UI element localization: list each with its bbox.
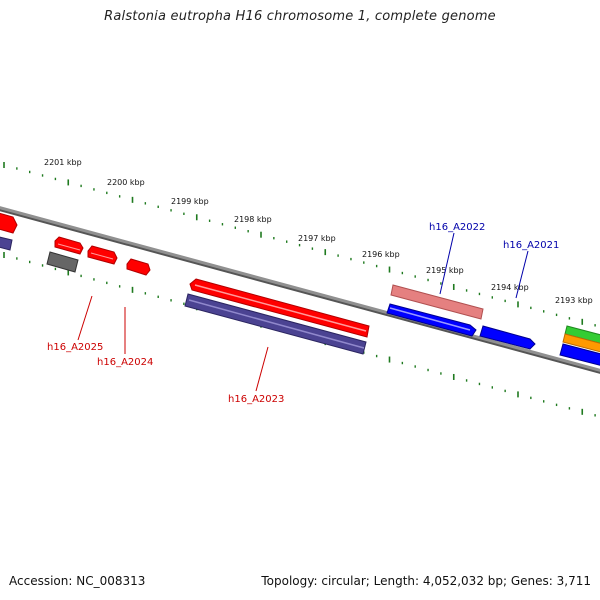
scale-labels: 2201 kbp 2200 kbp 2199 kbp 2198 kbp 2197 kbp…: [44, 158, 593, 305]
backbone: [0, 206, 600, 372]
gene-label-h16-a2021[interactable]: h16_A2021: [503, 240, 559, 251]
scale-label: 2196 kbp: [362, 250, 400, 259]
outer-tick-ring: [3, 162, 596, 327]
scale-label: 2193 kbp: [555, 296, 593, 305]
gene-label-h16-a2025[interactable]: h16_A2025: [47, 342, 103, 353]
topology-summary: Topology: circular; Length: 4,052,032 bp…: [261, 574, 591, 588]
feature-rna-green[interactable]: [564, 325, 600, 344]
scale-label: 2200 kbp: [107, 178, 145, 187]
leader-h16-a2021: [515, 250, 529, 299]
features: [0, 212, 600, 366]
gene-label-h16-a2022[interactable]: h16_A2022: [429, 222, 485, 233]
scale-label: 2198 kbp: [234, 215, 272, 224]
scale-label: 2201 kbp: [44, 158, 82, 167]
scale-label: 2194 kbp: [491, 283, 529, 292]
leader-h16-a2025: [77, 295, 93, 341]
leader-h16-a2022: [439, 232, 455, 295]
gene-label-h16-a2024[interactable]: h16_A2024: [97, 357, 153, 368]
backbone-shadow: [0, 208, 600, 374]
feature-h16-a2024-forward[interactable]: [87, 245, 118, 265]
feature-h16-a2021-reverse[interactable]: [479, 325, 536, 350]
map-title: Ralstonia eutropha H16 chromosome 1, com…: [104, 9, 496, 24]
accession-text: Accession: NC_008313: [9, 574, 146, 588]
highlight: [389, 307, 471, 331]
feature-reverse-left-edge[interactable]: [0, 236, 13, 251]
label-leaders: [77, 232, 529, 392]
highlight: [188, 299, 365, 349]
feature-forward-small[interactable]: [126, 258, 151, 276]
feature-forward-left-edge[interactable]: [0, 212, 18, 234]
gene-label-h16-a2023[interactable]: h16_A2023: [228, 394, 284, 405]
feature-rna-orange[interactable]: [562, 333, 600, 353]
scale-label: 2195 kbp: [426, 266, 464, 275]
feature-h16-a2022-forward[interactable]: [390, 284, 484, 320]
scale-label: 2199 kbp: [171, 197, 209, 206]
feature-gray[interactable]: [46, 251, 79, 273]
highlight: [90, 252, 114, 260]
highlight: [194, 284, 367, 332]
feature-reverse-right-edge[interactable]: [559, 343, 600, 366]
scale-label: 2197 kbp: [298, 234, 336, 243]
highlight: [57, 243, 81, 251]
leader-h16-a2023: [255, 346, 269, 392]
gene-labels: h16_A2022 h16_A2021 h16_A2025 h16_A2024 h16_…: [47, 222, 559, 405]
feature-h16-a2025-forward[interactable]: [54, 236, 84, 255]
